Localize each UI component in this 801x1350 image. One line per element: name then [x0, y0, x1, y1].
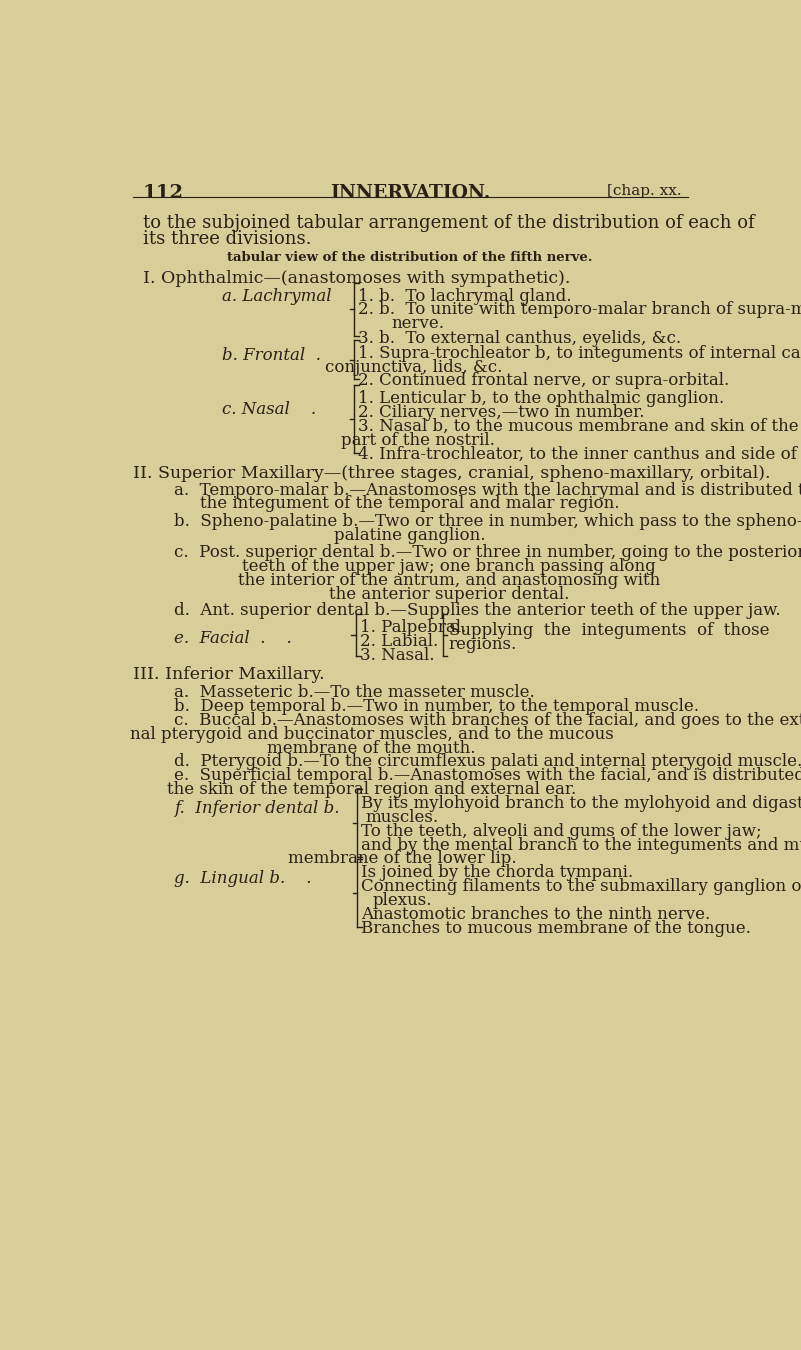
- Text: [chap. xx.: [chap. xx.: [606, 184, 682, 197]
- Text: conjunctiva, lids, &c.: conjunctiva, lids, &c.: [325, 359, 503, 377]
- Text: III. Inferior Maxillary.: III. Inferior Maxillary.: [133, 667, 324, 683]
- Text: Is joined by the chorda tympani.: Is joined by the chorda tympani.: [361, 864, 634, 882]
- Text: and by the mental branch to the integuments and mucous: and by the mental branch to the integume…: [361, 837, 801, 853]
- Text: 1. b.  To lachrymal gland.: 1. b. To lachrymal gland.: [358, 288, 572, 305]
- Text: nerve.: nerve.: [392, 316, 445, 332]
- Text: the integument of the temporal and malar region.: the integument of the temporal and malar…: [200, 495, 620, 513]
- Text: muscles.: muscles.: [366, 809, 439, 826]
- Text: the interior of the antrum, and anastomosing with: the interior of the antrum, and anastomo…: [238, 571, 660, 589]
- Text: 2. b.  To unite with temporo-malar branch of supra-maxillary: 2. b. To unite with temporo-malar branch…: [358, 301, 801, 319]
- Text: 112: 112: [143, 184, 183, 201]
- Text: 3. Nasal.: 3. Nasal.: [360, 647, 434, 664]
- Text: Connecting filaments to the submaxillary ganglion or: Connecting filaments to the submaxillary…: [361, 878, 801, 895]
- Text: 3. Nasal b, to the mucous membrane and skin of the anterior: 3. Nasal b, to the mucous membrane and s…: [358, 417, 801, 435]
- Text: f.  Inferior dental b.: f. Inferior dental b.: [174, 799, 340, 817]
- Text: By its mylohyoid branch to the mylohyoid and digastric: By its mylohyoid branch to the mylohyoid…: [361, 795, 801, 811]
- Text: Anastomotic branches to the ninth nerve.: Anastomotic branches to the ninth nerve.: [361, 906, 710, 923]
- Text: I. Ophthalmic—(anastomoses with sympathetic).: I. Ophthalmic—(anastomoses with sympathe…: [143, 270, 570, 286]
- Text: teeth of the upper jaw; one branch passing along: teeth of the upper jaw; one branch passi…: [242, 558, 656, 575]
- Text: 3. b.  To external canthus, eyelids, &c.: 3. b. To external canthus, eyelids, &c.: [358, 329, 682, 347]
- Text: Branches to mucous membrane of the tongue.: Branches to mucous membrane of the tongu…: [361, 919, 751, 937]
- Text: palatine ganglion.: palatine ganglion.: [334, 526, 486, 544]
- Text: a. Lachrymal: a. Lachrymal: [222, 288, 332, 305]
- Text: g.  Lingual b.    .: g. Lingual b. .: [174, 871, 312, 887]
- Text: c. Nasal    .: c. Nasal .: [222, 401, 316, 417]
- Text: To the teeth, alveoli and gums of the lower jaw;: To the teeth, alveoli and gums of the lo…: [361, 822, 762, 840]
- Text: 1. Supra-trochleator b, to integuments of internal canthus,: 1. Supra-trochleator b, to integuments o…: [358, 346, 801, 362]
- Text: 1. Palpebral.: 1. Palpebral.: [360, 620, 466, 636]
- Text: 2. Labial.: 2. Labial.: [360, 633, 438, 651]
- Text: a.  Masseteric b.—To the masseter muscle.: a. Masseteric b.—To the masseter muscle.: [174, 684, 534, 701]
- Text: c.  Post. superior dental b.—Two or three in number, going to the posterior: c. Post. superior dental b.—Two or three…: [174, 544, 801, 560]
- Text: b.  Deep temporal b.—Two in number, to the temporal muscle.: b. Deep temporal b.—Two in number, to th…: [174, 698, 698, 716]
- Text: plexus.: plexus.: [372, 892, 432, 909]
- Text: e.  Superficial temporal b.—Anastomoses with the facial, and is distributed to: e. Superficial temporal b.—Anastomoses w…: [174, 767, 801, 784]
- Text: regions.: regions.: [449, 636, 517, 653]
- Text: 1. Lenticular b, to the ophthalmic ganglion.: 1. Lenticular b, to the ophthalmic gangl…: [358, 390, 724, 406]
- Text: a.  Temporo-malar b.—Anastomoses with the lachrymal and is distributed to: a. Temporo-malar b.—Anastomoses with the…: [174, 482, 801, 498]
- Text: 4. Infra-trochleator, to the inner canthus and side of the nose.: 4. Infra-trochleator, to the inner canth…: [358, 446, 801, 462]
- Text: nal pterygoid and buccinator muscles, and to the mucous: nal pterygoid and buccinator muscles, an…: [130, 726, 614, 743]
- Text: 2. Continued frontal nerve, or supra-orbital.: 2. Continued frontal nerve, or supra-orb…: [358, 373, 730, 389]
- Text: c.  Buccal b.—Anastomoses with branches of the facial, and goes to the exter-: c. Buccal b.—Anastomoses with branches o…: [174, 711, 801, 729]
- Text: b. Frontal  .: b. Frontal .: [222, 347, 320, 363]
- Text: e.  Facial  .    .: e. Facial . .: [174, 630, 292, 647]
- Text: its three divisions.: its three divisions.: [143, 230, 312, 248]
- Text: tabular view of the distribution of the fifth nerve.: tabular view of the distribution of the …: [227, 251, 593, 265]
- Text: the skin of the temporal region and external ear.: the skin of the temporal region and exte…: [167, 782, 576, 798]
- Text: b.  Spheno-palatine b.—Two or three in number, which pass to the spheno-: b. Spheno-palatine b.—Two or three in nu…: [174, 513, 801, 531]
- Text: to the subjoined tabular arrangement of the distribution of each of: to the subjoined tabular arrangement of …: [143, 215, 755, 232]
- Text: the anterior superior dental.: the anterior superior dental.: [328, 586, 569, 602]
- Text: Supplying  the  integuments  of  those: Supplying the integuments of those: [449, 622, 770, 640]
- Text: d.  Ant. superior dental b.—Supplies the anterior teeth of the upper jaw.: d. Ant. superior dental b.—Supplies the …: [174, 602, 780, 620]
- Text: II. Superior Maxillary—(three stages, cranial, spheno-maxillary, orbital).: II. Superior Maxillary—(three stages, cr…: [133, 464, 771, 482]
- Text: membrane of the lower lip.: membrane of the lower lip.: [288, 850, 517, 868]
- Text: d.  Pterygoid b.—To the circumflexus palati and internal pterygoid muscle.: d. Pterygoid b.—To the circumflexus pala…: [174, 753, 801, 771]
- Text: 2. Ciliary nerves,—two in number.: 2. Ciliary nerves,—two in number.: [358, 404, 645, 421]
- Text: part of the nostril.: part of the nostril.: [341, 432, 495, 448]
- Text: membrane of the mouth.: membrane of the mouth.: [267, 740, 476, 756]
- Text: INNERVATION.: INNERVATION.: [330, 184, 490, 201]
